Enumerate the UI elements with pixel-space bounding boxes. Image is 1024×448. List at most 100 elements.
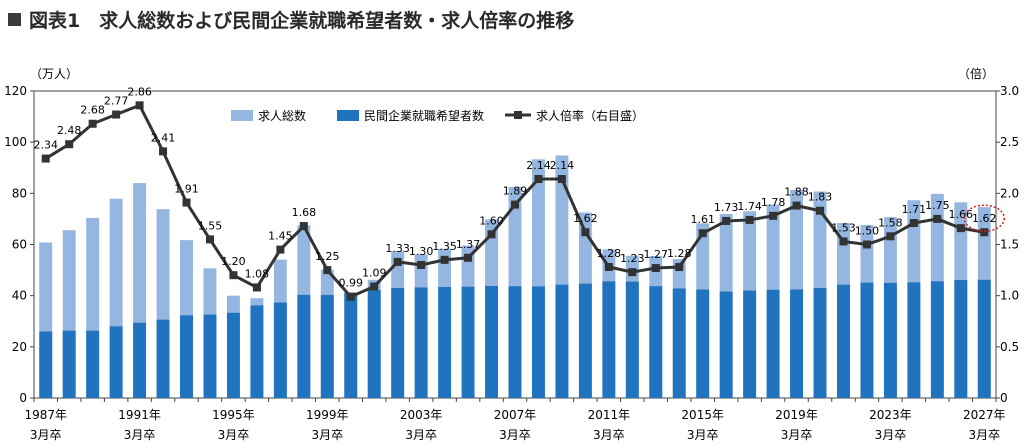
bar-applicant bbox=[414, 287, 428, 398]
ratio-label: 1.89 bbox=[503, 185, 528, 198]
ratio-label: 1.83 bbox=[808, 191, 833, 204]
bar-applicant bbox=[743, 290, 757, 398]
ratio-label: 1.23 bbox=[620, 252, 645, 265]
ratio-point bbox=[323, 266, 332, 275]
x-tick-label-suffix: 3月卒 bbox=[968, 428, 1000, 442]
x-tick-label-suffix: 3月卒 bbox=[499, 428, 531, 442]
ratio-point bbox=[112, 110, 121, 119]
ratio-point bbox=[534, 175, 543, 184]
ratio-point bbox=[956, 224, 965, 233]
ratio-label: 2.86 bbox=[127, 85, 152, 98]
ratio-label: 1.53 bbox=[831, 221, 856, 234]
ratio-point bbox=[487, 230, 496, 239]
legend-swatch-applicant bbox=[337, 110, 359, 121]
ratio-label: 2.34 bbox=[33, 139, 58, 152]
ratio-point bbox=[41, 154, 50, 163]
ratio-point bbox=[722, 216, 731, 225]
bar-applicant bbox=[508, 286, 522, 398]
legend: 求人総数 民間企業就職希望者数 求人倍率（右目盛） bbox=[231, 108, 644, 123]
ratio-label: 2.48 bbox=[57, 124, 82, 137]
x-tick-label-suffix: 3月卒 bbox=[687, 428, 719, 442]
ratio-label: 1.75 bbox=[925, 199, 950, 212]
bar-applicant bbox=[273, 302, 287, 398]
ratio-label: 0.99 bbox=[339, 277, 364, 290]
bar-applicant bbox=[391, 287, 405, 398]
bar-applicant bbox=[555, 284, 569, 398]
bar-applicant bbox=[461, 286, 475, 398]
ratio-label: 1.58 bbox=[878, 216, 903, 229]
ratio-label: 1.28 bbox=[667, 247, 692, 260]
title-square-icon bbox=[8, 12, 21, 26]
bar-applicant bbox=[438, 286, 452, 398]
ratio-point bbox=[182, 198, 191, 207]
ratio-point bbox=[769, 211, 778, 220]
bar-applicant bbox=[602, 281, 616, 398]
x-tick-label-suffix: 3月卒 bbox=[311, 428, 343, 442]
ratio-label: 1.74 bbox=[737, 200, 762, 213]
left-tick-label: 60 bbox=[12, 238, 27, 252]
bar-applicant bbox=[813, 287, 827, 398]
bar-applicant bbox=[977, 279, 991, 398]
ratio-label: 1.61 bbox=[690, 213, 715, 226]
bar-applicant bbox=[86, 330, 100, 398]
bar-applicant bbox=[930, 281, 944, 398]
x-tick-label-year: 2007年 bbox=[494, 408, 537, 422]
left-axis: 0 20 40 60 80 100 120 bbox=[4, 84, 34, 405]
right-tick-label: 2.0 bbox=[1000, 186, 1019, 200]
right-tick-label: 2.5 bbox=[1000, 135, 1019, 149]
x-tick-label-year: 2023年 bbox=[869, 408, 912, 422]
bar-applicant bbox=[907, 282, 921, 398]
bar-applicant bbox=[320, 294, 334, 398]
chart-title-text: 図表1 求人総数および民間企業就職希望者数・求人倍率の推移 bbox=[29, 9, 575, 32]
bar-applicant bbox=[766, 289, 780, 398]
bar-applicant bbox=[367, 290, 381, 398]
x-axis: 1987年 3月卒 1991年 3月卒 1995年 3月卒 1999年 3月卒 2003年 3月卒… bbox=[24, 398, 1006, 442]
right-axis: 0 0.5 1.0 1.5 2.0 2.5 3.0 bbox=[996, 84, 1019, 405]
ratio-label: 1.71 bbox=[902, 203, 927, 216]
ratio-label: 2.41 bbox=[151, 131, 176, 144]
ratio-label: 1.45 bbox=[268, 230, 293, 243]
bar-applicant bbox=[109, 326, 123, 398]
ratio-point bbox=[276, 245, 285, 254]
bar-applicant bbox=[156, 319, 170, 398]
ratio-label: 1.73 bbox=[714, 201, 739, 214]
ratio-label: 1.20 bbox=[221, 255, 246, 268]
ratio-point bbox=[816, 206, 825, 215]
bar-applicant bbox=[578, 283, 592, 398]
x-tick-label-suffix: 3月卒 bbox=[593, 428, 625, 442]
left-tick-label: 120 bbox=[4, 84, 27, 98]
ratio-label: 1.30 bbox=[409, 245, 434, 258]
ratio-point bbox=[933, 214, 942, 223]
ratio-point bbox=[675, 263, 684, 272]
ratio-point bbox=[886, 232, 895, 241]
left-axis-unit: （万人） bbox=[30, 67, 78, 81]
x-tick-label-suffix: 3月卒 bbox=[30, 428, 62, 442]
left-tick-label: 40 bbox=[12, 289, 27, 303]
chart-title: 図表1 求人総数および民間企業就職希望者数・求人倍率の推移 bbox=[8, 4, 574, 34]
ratio-label: 1.88 bbox=[784, 186, 809, 199]
ratio-point bbox=[511, 200, 519, 209]
left-tick-label: 80 bbox=[12, 186, 27, 200]
x-tick-label-year: 1999年 bbox=[306, 408, 349, 422]
ratio-label: 1.08 bbox=[245, 267, 270, 280]
left-tick-label: 20 bbox=[12, 340, 27, 354]
ratio-label: 1.91 bbox=[174, 183, 199, 196]
ratio-data-labels: 2.34 2.48 2.682.772.86 2.41 1.91 1.55 1.201.08… bbox=[33, 85, 996, 289]
legend-label-applicant: 民間企業就職希望者数 bbox=[364, 108, 484, 123]
ratio-label: 1.60 bbox=[479, 214, 504, 227]
ratio-label: 1.66 bbox=[949, 208, 974, 221]
ratio-label: 1.35 bbox=[432, 240, 457, 253]
ratio-point bbox=[628, 268, 637, 277]
ratio-point bbox=[651, 264, 660, 273]
ratio-point bbox=[135, 101, 144, 110]
x-tick-label-suffix: 3月卒 bbox=[875, 428, 907, 442]
ratio-point bbox=[581, 228, 590, 237]
bar-applicant bbox=[860, 282, 874, 398]
ratio-point bbox=[745, 215, 754, 224]
bar-applicant bbox=[485, 285, 498, 398]
ratio-label: 1.50 bbox=[855, 225, 880, 238]
ratio-point bbox=[909, 219, 918, 228]
bar-applicant bbox=[672, 288, 686, 398]
ratio-label: 1.55 bbox=[198, 219, 223, 232]
